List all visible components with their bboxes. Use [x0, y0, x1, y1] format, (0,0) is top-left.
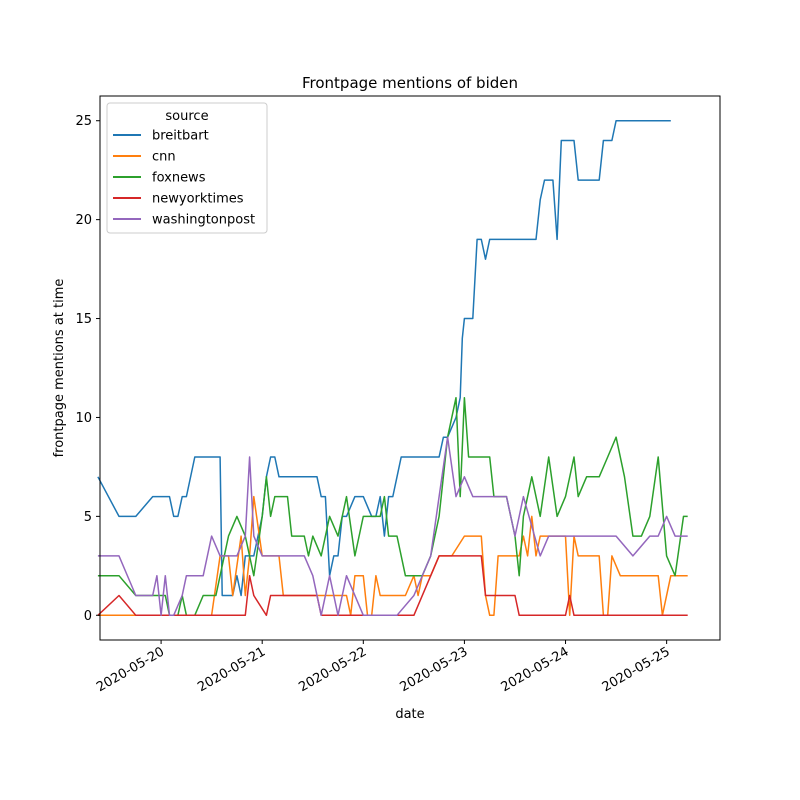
- y-tick-label: 20: [75, 213, 92, 228]
- y-axis-label: frontpage mentions at time: [52, 279, 67, 458]
- y-tick-label: 25: [75, 114, 92, 129]
- y-tick-label: 15: [75, 312, 92, 327]
- legend-label-foxnews: foxnews: [152, 171, 206, 186]
- legend-title: source: [165, 109, 208, 124]
- y-axis: 0 5 10 15 20 25: [75, 114, 100, 624]
- legend-label-cnn: cnn: [152, 150, 176, 165]
- series-line-foxnews: [97, 396, 688, 617]
- chart-title: Frontpage mentions of biden: [302, 74, 518, 92]
- plot-lines: [97, 119, 688, 617]
- y-tick-label: 0: [84, 609, 92, 624]
- plot-frame: [99, 95, 721, 641]
- y-tick-label: 5: [84, 510, 92, 525]
- legend-label-newyorktimes: newyorktimes: [152, 192, 244, 207]
- y-tick-label: 10: [75, 411, 92, 426]
- x-axis-label: date: [395, 707, 424, 722]
- legend-label-washingtonpost: washingtonpost: [152, 213, 255, 228]
- legend-box: [106, 102, 268, 234]
- series-line-washingtonpost: [97, 436, 688, 617]
- series-line-newyorktimes: [97, 555, 688, 617]
- legend-label-breitbart: breitbart: [152, 129, 209, 144]
- legend: source breitbart cnn foxnews newyorktimes wa…: [106, 102, 268, 234]
